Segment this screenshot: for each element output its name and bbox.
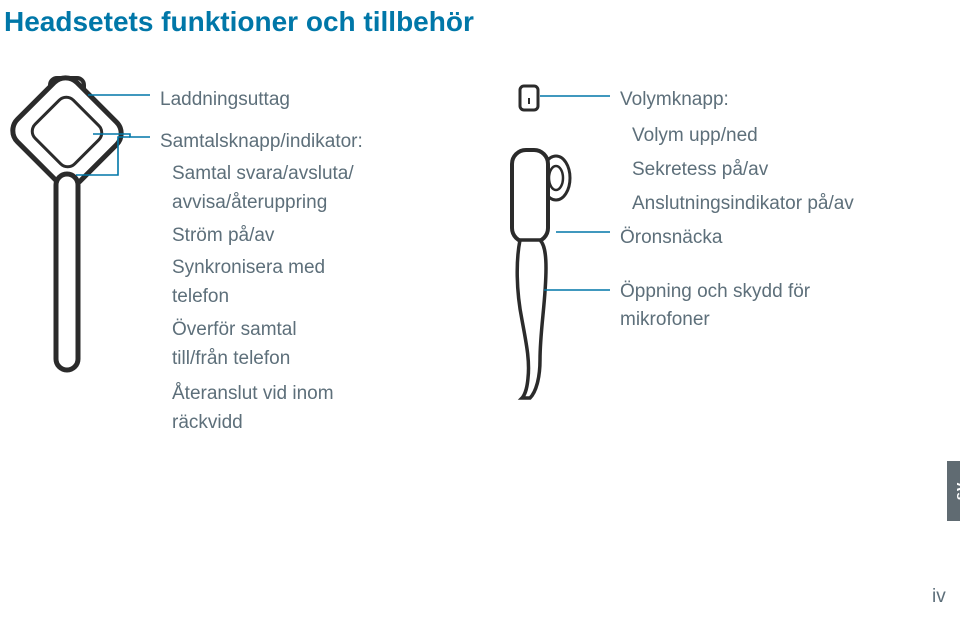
label-volume-updown: Volym upp/ned: [632, 122, 758, 151]
page-number: iv: [932, 586, 946, 608]
left-head: [6, 71, 128, 193]
illustration-svg: [0, 0, 960, 618]
label-pair-phone: Synkronisera med telefon: [172, 254, 325, 311]
right-volume-button: [520, 86, 538, 110]
left-stem: [56, 174, 78, 370]
language-tab: sv: [947, 461, 960, 521]
label-eartip: Öronsnäcka: [620, 224, 722, 252]
right-eartip: [540, 156, 570, 214]
right-mic-tail: [517, 240, 546, 398]
page-title: Headsetets funktioner och tillbehör: [4, 6, 474, 38]
label-call-answer-end: Samtal svara/avsluta/ avvisa/återuppring: [172, 160, 354, 217]
label-mute-toggle: Sekretess på/av: [632, 156, 768, 185]
label-connection-indicator: Anslutningsindikator på/av: [632, 190, 854, 219]
label-charging-port: Laddningsuttag: [160, 86, 290, 114]
language-tab-text: sv: [952, 482, 960, 501]
label-transfer-call: Överför samtal till/från telefon: [172, 316, 297, 373]
left-loop: [50, 78, 84, 98]
right-body: [512, 150, 548, 242]
label-volume-button-header: Volymknapp:: [620, 86, 729, 114]
label-power-toggle: Ström på/av: [172, 222, 274, 251]
left-head-inner: [28, 93, 106, 171]
label-reconnect: Återanslut vid inom räckvidd: [172, 380, 334, 437]
label-mic-port: Öppning och skydd för mikrofoner: [620, 278, 810, 333]
label-call-button-header: Samtalsknapp/indikator:: [160, 128, 363, 156]
